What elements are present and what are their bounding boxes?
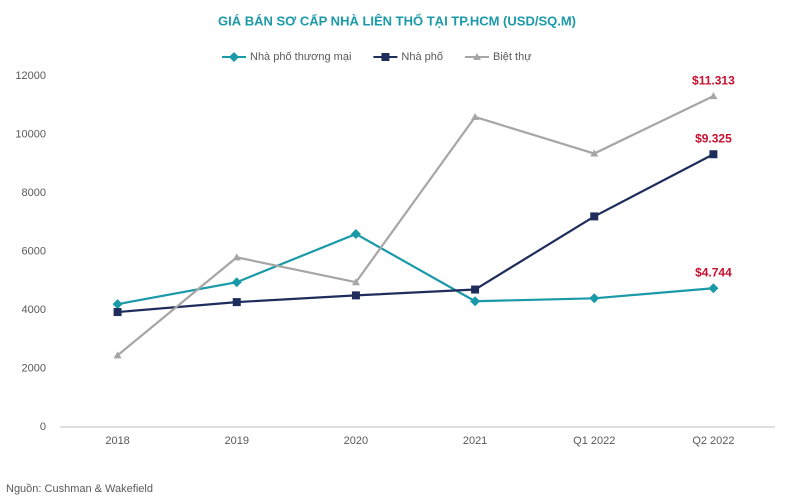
value-label: $4.744 — [695, 265, 732, 279]
marker — [590, 212, 599, 221]
marker — [471, 285, 480, 294]
chart-title: GIÁ BÁN SƠ CẤP NHÀ LIÊN THỔ TẠI TP.HCM (… — [218, 13, 576, 28]
x-tick-label: 2019 — [225, 435, 249, 447]
marker — [229, 52, 239, 62]
series-line — [117, 153, 714, 314]
x-tick-label: 2020 — [344, 435, 368, 447]
source: Nguồn: Cushman & Wakefield — [6, 483, 153, 495]
y-tick-label: 12000 — [15, 70, 46, 82]
x-tick-label: Q2 2022 — [692, 435, 734, 447]
marker — [113, 351, 122, 359]
marker — [589, 293, 600, 304]
x-tick-label: Q1 2022 — [573, 435, 615, 447]
y-tick-label: 2000 — [22, 362, 46, 374]
marker — [351, 278, 360, 286]
marker — [708, 283, 719, 294]
marker — [232, 298, 241, 307]
x-tick-label: 2021 — [463, 435, 487, 447]
legend-label: Nhà phố — [401, 51, 443, 63]
marker — [590, 149, 599, 157]
marker — [381, 53, 390, 61]
marker — [232, 253, 241, 261]
series-line — [116, 95, 714, 357]
y-tick-label: 8000 — [22, 187, 46, 199]
marker — [709, 92, 718, 100]
marker — [709, 150, 718, 159]
marker — [350, 228, 361, 239]
marker — [471, 112, 480, 120]
value-label: $9.325 — [695, 131, 732, 145]
y-tick-label: 10000 — [15, 128, 46, 140]
value-label: $11.313 — [692, 73, 735, 87]
marker — [113, 308, 122, 317]
marker — [351, 291, 360, 300]
y-tick-label: 6000 — [22, 245, 46, 257]
marker — [231, 277, 242, 288]
series-line — [117, 232, 714, 306]
marker — [473, 53, 482, 60]
y-tick-label: 0 — [40, 421, 46, 433]
y-tick-label: 4000 — [22, 304, 46, 316]
marker — [470, 296, 481, 307]
x-tick-label: 2018 — [105, 435, 129, 447]
marker — [112, 299, 123, 310]
legend-label: Biệt thự — [493, 51, 532, 63]
legend-label: Nhà phố thương mại — [250, 51, 351, 63]
